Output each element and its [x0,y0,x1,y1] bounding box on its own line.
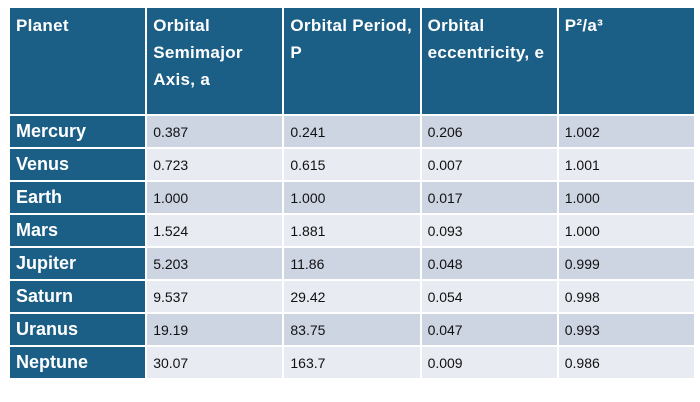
table-row: Uranus 19.19 83.75 0.047 0.993 [7,312,696,347]
value-cell: 0.615 [282,147,422,182]
value-cell: 1.000 [145,180,285,215]
table-row: Mars 1.524 1.881 0.093 1.000 [7,213,696,248]
value-cell: 30.07 [145,345,285,380]
value-cell: 0.723 [145,147,285,182]
value-cell: 0.998 [556,279,696,314]
header-row: Planet Orbital Semimajor Axis, a Orbital P… [7,6,696,116]
value-cell: 1.524 [145,213,285,248]
table-row: Mercury 0.387 0.241 0.206 1.002 [7,114,696,149]
value-cell: 83.75 [282,312,422,347]
planet-name: Mercury [7,114,148,149]
value-cell: 5.203 [145,246,285,281]
planet-name: Saturn [7,279,148,314]
planet-name: Mars [7,213,148,248]
planet-name: Jupiter [7,246,148,281]
header-cell: Orbital Period, P [282,6,422,116]
value-cell: 1.000 [556,180,696,215]
value-cell: 1.881 [282,213,422,248]
table-row: Jupiter 5.203 11.86 0.048 0.999 [7,246,696,281]
table-row: Saturn 9.537 29.42 0.054 0.998 [7,279,696,314]
value-cell: 9.537 [145,279,285,314]
table-row: Earth 1.000 1.000 0.017 1.000 [7,180,696,215]
value-cell: 0.017 [419,180,559,215]
header-cell: P²/a³ [556,6,696,116]
header-cell: Orbital eccentricity, e [419,6,559,116]
value-cell: 163.7 [282,345,422,380]
value-cell: 0.048 [419,246,559,281]
table-row: Neptune 30.07 163.7 0.009 0.986 [7,345,696,380]
value-cell: 0.054 [419,279,559,314]
value-cell: 19.19 [145,312,285,347]
planet-name: Earth [7,180,148,215]
value-cell: 0.093 [419,213,559,248]
planet-table: Planet Orbital Semimajor Axis, a Orbital P… [7,6,696,380]
value-cell: 1.000 [556,213,696,248]
table-body: Mercury 0.387 0.241 0.206 1.002 Venus 0.723 0.6… [7,114,696,380]
value-cell: 11.86 [282,246,422,281]
value-cell: 1.002 [556,114,696,149]
value-cell: 0.241 [282,114,422,149]
planet-name: Uranus [7,312,148,347]
value-cell: 0.986 [556,345,696,380]
value-cell: 1.001 [556,147,696,182]
value-cell: 1.000 [282,180,422,215]
value-cell: 0.993 [556,312,696,347]
planet-name: Neptune [7,345,148,380]
value-cell: 0.009 [419,345,559,380]
value-cell: 0.047 [419,312,559,347]
value-cell: 0.999 [556,246,696,281]
value-cell: 0.387 [145,114,285,149]
value-cell: 29.42 [282,279,422,314]
value-cell: 0.206 [419,114,559,149]
value-cell: 0.007 [419,147,559,182]
header-cell: Orbital Semimajor Axis, a [145,6,285,116]
planet-name: Venus [7,147,148,182]
header-cell: Planet [7,6,148,116]
table-row: Venus 0.723 0.615 0.007 1.001 [7,147,696,182]
